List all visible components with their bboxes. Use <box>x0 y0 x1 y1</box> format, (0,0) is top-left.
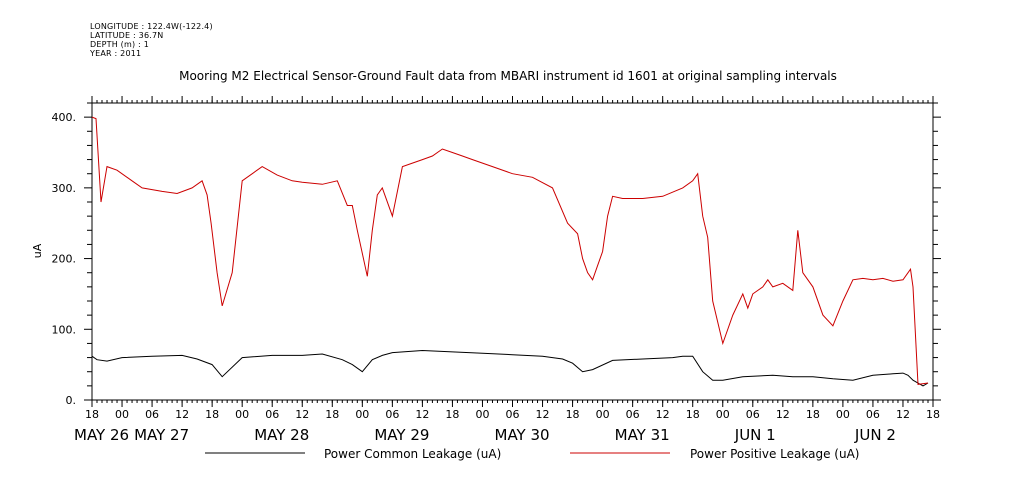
year-text: YEAR : 2011 <box>90 49 142 58</box>
y-axis: 0. 100. 200. 300. 400. <box>52 102 941 407</box>
x-date-label: JUN 2 <box>854 426 896 444</box>
x-tick-label: 18 <box>325 408 339 421</box>
x-tick-label: 12 <box>896 408 910 421</box>
x-tick-label: 06 <box>265 408 279 421</box>
y-tick-label: 400. <box>52 111 77 124</box>
x-tick-label: 00 <box>475 408 489 421</box>
y-axis-label: uA <box>31 243 44 258</box>
minor-ticks <box>91 100 934 403</box>
legend-label-common: Power Common Leakage (uA) <box>324 447 501 461</box>
x-tick-label: 18 <box>85 408 99 421</box>
x-tick-label: 00 <box>596 408 610 421</box>
series-lines <box>91 116 929 387</box>
chart-title: Mooring M2 Electrical Sensor-Ground Faul… <box>179 69 837 83</box>
legend-label-positive: Power Positive Leakage (uA) <box>690 447 859 461</box>
x-date-label: MAY 30 <box>495 426 550 444</box>
y-tick-label: 200. <box>52 253 77 266</box>
x-tick-label: 06 <box>145 408 159 421</box>
x-date-label: MAY 29 <box>374 426 429 444</box>
x-date-label: MAY 31 <box>615 426 670 444</box>
x-tick-label: 00 <box>355 408 369 421</box>
x-tick-label: 06 <box>626 408 640 421</box>
x-tick-label: 00 <box>235 408 249 421</box>
x-tick-label: 12 <box>776 408 790 421</box>
x-tick-label: 18 <box>806 408 820 421</box>
x-tick-label: 18 <box>445 408 459 421</box>
x-tick-label: 06 <box>385 408 399 421</box>
x-date-label: MAY 26 <box>74 426 129 444</box>
x-tick-label: 00 <box>836 408 850 421</box>
x-tick-label: 06 <box>506 408 520 421</box>
series-line-power-common-leakage <box>91 349 929 387</box>
x-tick-label: 06 <box>746 408 760 421</box>
x-date-label: MAY 27 <box>134 426 189 444</box>
x-axis: 18 00 06 12 18 00 06 12 18 00 06 12 18 00 06 12 18 00 06 12… <box>74 96 940 444</box>
x-tick-label: 18 <box>926 408 940 421</box>
y-tick-label: 300. <box>52 182 77 195</box>
legend: Power Common Leakage (uA) Power Positive… <box>205 447 859 461</box>
x-tick-label: 12 <box>656 408 670 421</box>
latitude-text: LATITUDE : 36.7N <box>90 31 164 40</box>
x-tick-label: 06 <box>866 408 880 421</box>
x-tick-label: 12 <box>295 408 309 421</box>
x-date-label: MAY 28 <box>254 426 309 444</box>
x-tick-label: 00 <box>716 408 730 421</box>
depth-text: DEPTH (m) : 1 <box>90 40 149 49</box>
longitude-text: LONGITUDE : 122.4W(-122.4) <box>90 22 213 31</box>
y-tick-label: 100. <box>52 323 77 336</box>
x-tick-label: 12 <box>175 408 189 421</box>
x-tick-label: 18 <box>205 408 219 421</box>
x-tick-label: 00 <box>115 408 129 421</box>
plot-frame <box>91 102 934 401</box>
x-tick-label: 18 <box>686 408 700 421</box>
x-tick-label: 12 <box>536 408 550 421</box>
x-tick-label: 12 <box>415 408 429 421</box>
y-tick-label: 0. <box>66 394 77 407</box>
series-line-power-positive-leakage <box>91 116 929 385</box>
x-date-label: JUN 1 <box>734 426 776 444</box>
x-tick-label: 18 <box>566 408 580 421</box>
